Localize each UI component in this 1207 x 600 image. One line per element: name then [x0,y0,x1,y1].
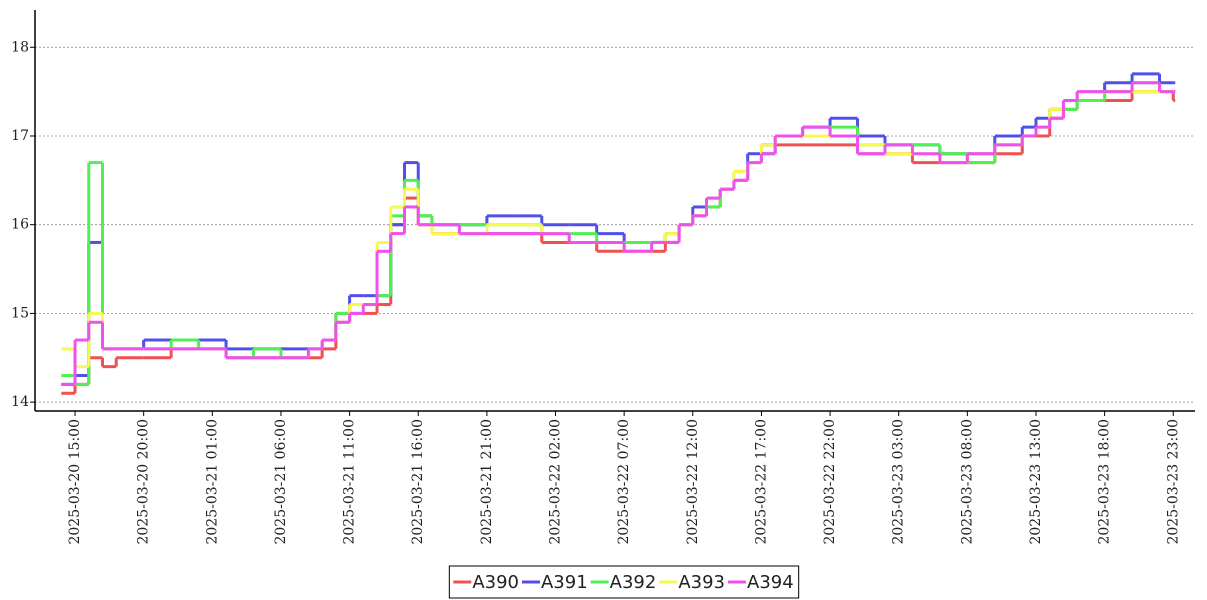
legend: A390 A391 A392 A393 A394 [448,565,800,599]
ticks: 14 15 16 17 18 2025-03-20 15:00 2025-03-20 20:… [11,39,1181,544]
x-tick-label: 2025-03-22 17:00 [753,419,769,545]
y-tick-label: 17 [11,128,29,144]
plot-lines [61,72,1176,395]
step-riser [73,73,1162,385]
x-tick-label: 2025-03-23 13:00 [1028,419,1044,545]
legend-label: A393 [678,572,725,593]
x-tick-label: 2025-03-21 16:00 [410,419,426,545]
x-tick-label: 2025-03-23 18:00 [1097,419,1113,545]
x-tick-label: 2025-03-20 20:00 [136,419,152,545]
legend-label: A390 [472,572,519,593]
legend-label: A392 [610,572,657,593]
x-tick-label: 2025-03-22 07:00 [616,419,632,545]
x-tick-label: 2025-03-21 21:00 [479,419,495,545]
x-tick-label: 2025-03-21 11:00 [342,419,358,545]
x-tick-label: 2025-03-21 06:00 [273,419,289,545]
y-tick-label: 14 [11,394,29,410]
x-tick-label: 2025-03-22 02:00 [548,419,564,545]
y-tick-label: 16 [11,217,29,233]
legend-label: A394 [747,572,794,593]
x-tick-label: 2025-03-23 23:00 [1165,419,1181,545]
step-riser [73,91,1079,367]
x-tick-label: 2025-03-20 15:00 [67,419,83,545]
legend-label: A391 [541,572,588,593]
y-tick-label: 15 [11,305,29,321]
y-tick-label: 18 [11,39,29,55]
x-tick-label: 2025-03-22 22:00 [822,419,838,545]
grid [35,46,1195,403]
x-tick-label: 2025-03-23 03:00 [891,419,907,545]
x-tick-label: 2025-03-23 08:00 [959,419,975,545]
x-tick-label: 2025-03-21 01:00 [204,419,220,545]
x-tick-label: 2025-03-22 12:00 [685,419,701,545]
